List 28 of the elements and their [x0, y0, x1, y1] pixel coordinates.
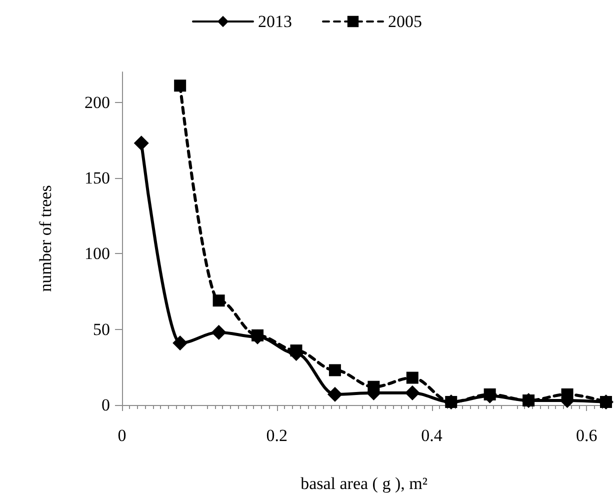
point — [172, 335, 188, 350]
x-tick-label: 0.4 — [421, 426, 443, 445]
y-tick-label: 50 — [93, 320, 110, 339]
point — [561, 388, 574, 400]
point — [212, 294, 225, 307]
y-tick-label: 200 — [84, 92, 110, 112]
x-tick-label: 0.2 — [266, 426, 288, 445]
point — [211, 324, 226, 340]
x-tick-label: 0 — [118, 426, 126, 445]
point — [252, 329, 264, 342]
point — [522, 394, 535, 406]
point — [290, 344, 302, 357]
point — [134, 136, 149, 151]
point — [328, 364, 341, 376]
legend-label: 2005 — [388, 12, 422, 31]
y-tick-label: 150 — [84, 168, 110, 188]
point — [406, 372, 418, 384]
x-axis-title: basal area ( g ), m² — [300, 474, 428, 493]
y-tick-label: 0 — [102, 396, 110, 414]
point — [484, 388, 496, 400]
legend-label: 2013 — [258, 12, 292, 31]
y-tick-label: 100 — [84, 244, 110, 264]
x-tick-label: 0.6 — [576, 426, 598, 445]
point — [174, 80, 186, 92]
point — [327, 386, 342, 402]
point — [404, 385, 420, 400]
point — [368, 380, 380, 393]
y-axis-title: number of trees — [36, 185, 55, 292]
